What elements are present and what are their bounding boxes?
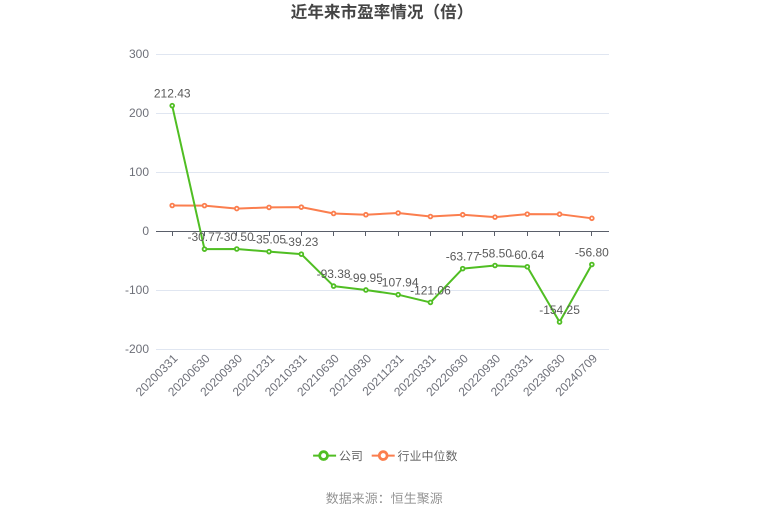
svg-text:-39.23: -39.23 <box>284 235 318 249</box>
svg-text:-30.77: -30.77 <box>187 230 221 244</box>
svg-text:-56.80: -56.80 <box>575 246 609 260</box>
svg-text:-58.50: -58.50 <box>478 247 512 261</box>
svg-text:300: 300 <box>129 47 149 61</box>
svg-text:-107.94: -107.94 <box>378 276 419 290</box>
svg-text:-60.64: -60.64 <box>510 248 544 262</box>
svg-text:-121.06: -121.06 <box>410 283 451 297</box>
svg-text:-99.95: -99.95 <box>349 271 383 285</box>
svg-text:-30.50: -30.50 <box>220 230 254 244</box>
svg-text:-154.25: -154.25 <box>539 303 580 317</box>
svg-text:212.43: 212.43 <box>154 87 191 101</box>
svg-text:-35.05: -35.05 <box>252 233 286 247</box>
svg-text:200: 200 <box>129 106 149 120</box>
svg-text:-200: -200 <box>125 342 149 356</box>
svg-text:-63.77: -63.77 <box>446 250 480 264</box>
svg-text:-100: -100 <box>125 283 149 297</box>
svg-text:0: 0 <box>142 224 149 238</box>
svg-text:-93.38: -93.38 <box>317 267 351 281</box>
svg-text:100: 100 <box>129 165 149 179</box>
